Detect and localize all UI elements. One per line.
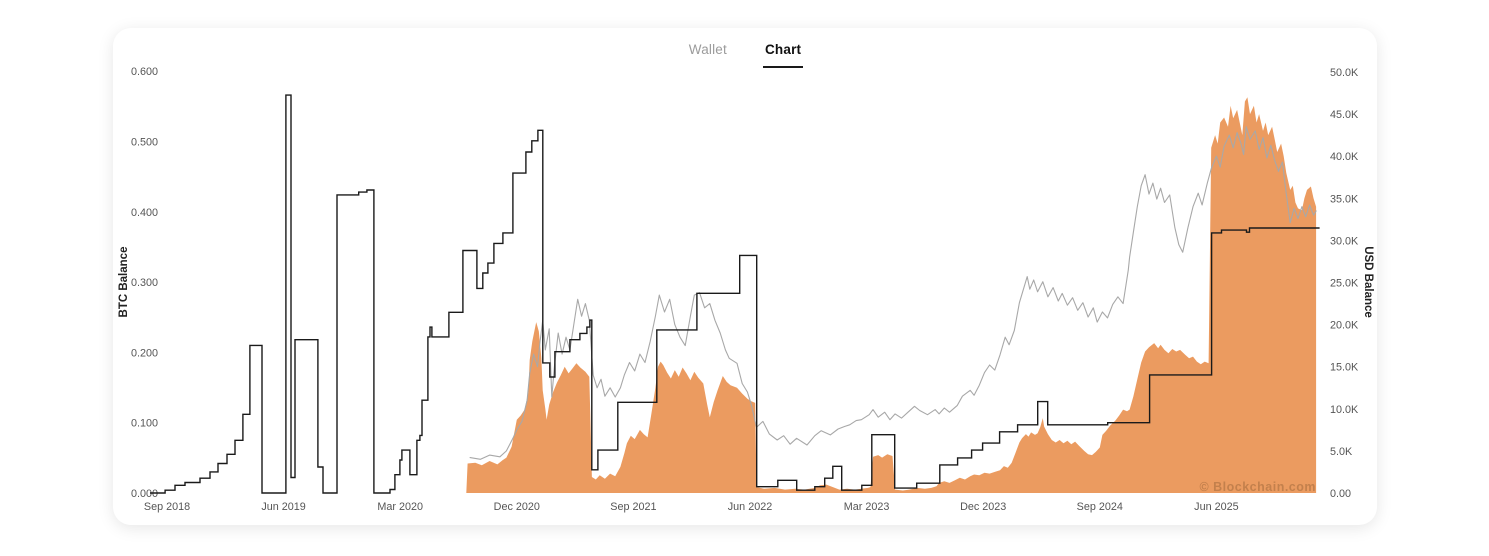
- tab-chart[interactable]: Chart: [762, 32, 804, 68]
- svg-text:10.0K: 10.0K: [1330, 404, 1359, 416]
- svg-text:25.0K: 25.0K: [1330, 278, 1359, 290]
- x-axis-ticks: Sep 2018 Jun 2019 Mar 2020 Dec 2020 Sep 2021…: [144, 501, 1239, 513]
- svg-text:Jun 2025: Jun 2025: [1194, 501, 1238, 513]
- svg-text:Sep 2024: Sep 2024: [1077, 501, 1123, 513]
- svg-text:Dec 2023: Dec 2023: [960, 501, 1006, 513]
- svg-text:0.000: 0.000: [131, 488, 158, 500]
- svg-text:40.0K: 40.0K: [1330, 151, 1359, 163]
- svg-text:Sep 2021: Sep 2021: [610, 501, 656, 513]
- svg-text:20.0K: 20.0K: [1330, 320, 1359, 332]
- usd-balance-area: [466, 97, 1317, 494]
- svg-text:35.0K: 35.0K: [1330, 193, 1359, 205]
- left-axis-ticks: 0.600 0.500 0.400 0.300 0.200 0.100 0.000: [131, 66, 158, 500]
- svg-text:Sep 2018: Sep 2018: [144, 501, 190, 513]
- watermark: © Blockchain.com: [1199, 480, 1316, 494]
- left-axis-title: BTC Balance: [118, 247, 130, 318]
- svg-text:0.100: 0.100: [131, 418, 158, 430]
- svg-text:5.0K: 5.0K: [1330, 446, 1353, 458]
- tab-wallet[interactable]: Wallet: [688, 42, 727, 57]
- btc-balance-line: [150, 94, 1320, 494]
- price-line: [469, 126, 1317, 460]
- svg-text:0.600: 0.600: [131, 66, 158, 78]
- svg-text:0.500: 0.500: [131, 137, 158, 149]
- svg-text:Dec 2020: Dec 2020: [494, 501, 540, 513]
- svg-text:50.0K: 50.0K: [1330, 67, 1359, 79]
- svg-text:30.0K: 30.0K: [1330, 235, 1359, 247]
- svg-text:Mar 2023: Mar 2023: [844, 501, 890, 513]
- svg-text:0.400: 0.400: [131, 207, 158, 219]
- svg-text:0.00: 0.00: [1330, 488, 1351, 500]
- svg-text:Mar 2020: Mar 2020: [377, 501, 423, 513]
- svg-text:15.0K: 15.0K: [1330, 362, 1359, 374]
- tab-bar: Wallet Chart: [113, 32, 1377, 68]
- right-axis-ticks: 50.0K 45.0K 40.0K 35.0K 30.0K 25.0K 20.0K 15.0K…: [1330, 67, 1359, 500]
- svg-text:45.0K: 45.0K: [1330, 109, 1359, 121]
- svg-text:0.200: 0.200: [131, 347, 158, 359]
- svg-text:Jun 2019: Jun 2019: [261, 501, 305, 513]
- svg-text:Jun 2022: Jun 2022: [728, 501, 772, 513]
- right-axis-title: USD Balance: [1362, 246, 1374, 318]
- svg-text:0.300: 0.300: [131, 277, 158, 289]
